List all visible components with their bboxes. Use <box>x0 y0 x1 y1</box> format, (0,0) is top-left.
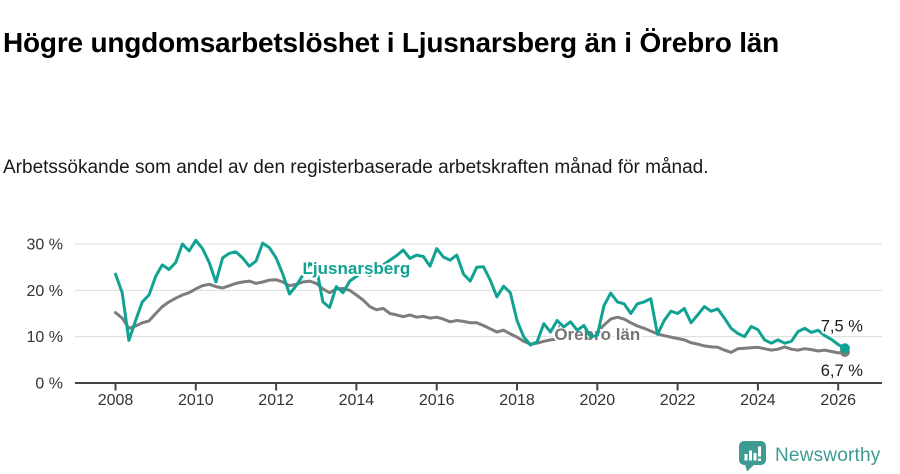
newsworthy-logo: Newsworthy <box>738 440 880 472</box>
end-value-label-ljusnarsberg: 7,5 % <box>821 317 864 335</box>
x-tick-label: 2008 <box>98 392 134 409</box>
x-tick-label: 2010 <box>178 392 214 409</box>
y-tick-label: 20 % <box>27 283 63 300</box>
bar-chart-bubble-icon <box>739 441 766 472</box>
end-value-label-orebro-lan: 6,7 % <box>821 362 864 380</box>
y-tick-label: 0 % <box>35 376 63 393</box>
x-tick-label: 2026 <box>820 392 856 409</box>
series-line-ljusnarsberg <box>114 238 847 350</box>
x-tick-label: 2022 <box>660 392 696 409</box>
x-tick-label: 2020 <box>580 392 616 409</box>
x-tick-label: 2018 <box>499 392 535 409</box>
x-tick-label: 2016 <box>419 392 455 409</box>
series-line-orebro-lan <box>114 278 847 355</box>
y-tick-label: 10 % <box>27 329 63 346</box>
x-tick-label: 2024 <box>740 392 776 409</box>
y-tick-label: 30 % <box>27 237 63 254</box>
page-title: Högre ungdomsarbetslöshet i Ljusnarsberg… <box>3 26 780 58</box>
end-dot-ljusnarsberg <box>839 343 850 354</box>
series-label-ljusnarsberg: Ljusnarsberg <box>303 259 411 278</box>
brand-name: Newsworthy <box>775 445 881 466</box>
page-subtitle: Arbetssökande som andel av den registerb… <box>3 157 709 178</box>
x-tick-label: 2014 <box>339 392 375 409</box>
x-tick-label: 2012 <box>258 392 294 409</box>
